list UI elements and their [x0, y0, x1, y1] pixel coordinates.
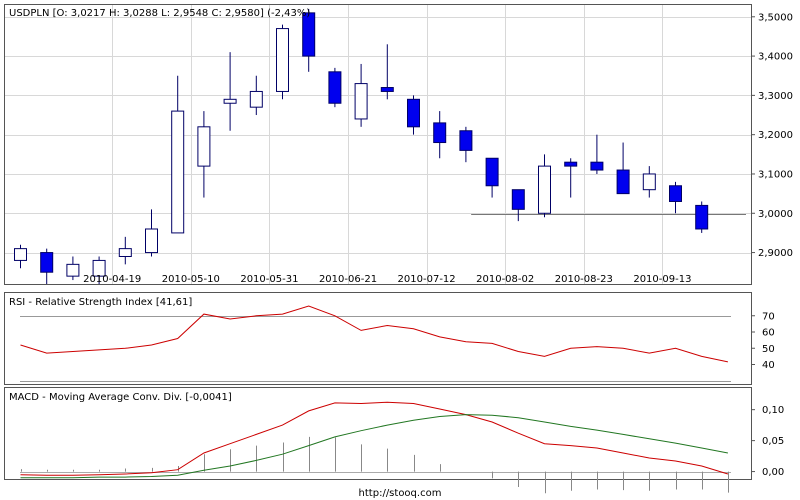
rsi-y-tick-label: 50 — [762, 344, 775, 355]
candle-body — [590, 161, 604, 171]
candle-body — [223, 98, 237, 104]
candle-body — [249, 90, 263, 108]
price-panel-title: USDPLN [O: 3,0217 H: 3,0288 L: 2,9548 C:… — [9, 8, 310, 19]
candle — [407, 95, 420, 135]
candle — [328, 67, 342, 108]
candle — [511, 189, 525, 222]
candle-body — [302, 12, 316, 57]
rsi-reference-lines — [20, 316, 731, 382]
price-y-tick-label: 3,4000 — [758, 52, 793, 63]
macd-y-tick-label: 0,10 — [762, 405, 784, 416]
candle — [695, 201, 709, 233]
candle-body — [511, 189, 525, 210]
candles — [14, 8, 709, 284]
macd-series-line — [20, 401, 729, 476]
candle-body — [485, 157, 499, 187]
rsi-panel-frame — [4, 292, 752, 385]
candle — [485, 157, 499, 198]
candle-body — [407, 98, 420, 128]
candle-body — [118, 248, 132, 257]
candle-body — [380, 87, 394, 92]
macd-lines — [20, 401, 729, 479]
candle-body — [695, 204, 709, 230]
candle-body — [642, 173, 656, 191]
rsi-y-tick-label: 70 — [762, 311, 775, 322]
macd-y-ticks: 0,00 0,05 0,10 — [751, 405, 784, 478]
price-x-tick-label: 2010-04-19 — [83, 274, 141, 285]
candle-body — [433, 122, 447, 144]
rsi-series-line — [20, 305, 729, 363]
candle — [538, 154, 551, 218]
candle-body — [564, 161, 578, 167]
candle — [92, 256, 106, 284]
price-x-tick-label: 2010-06-21 — [319, 274, 377, 285]
price-x-tick-label: 2010-05-31 — [240, 274, 298, 285]
candle-body — [538, 165, 551, 214]
candle — [433, 111, 447, 159]
candle — [616, 142, 630, 195]
candle — [249, 75, 263, 116]
price-x-tick-label: 2010-08-23 — [555, 274, 613, 285]
candle — [171, 75, 185, 234]
candle-body — [276, 28, 289, 92]
price-x-tick-label: 2010-05-10 — [162, 274, 220, 285]
candle — [40, 248, 54, 284]
price-x-tick-label: 2010-09-13 — [633, 274, 691, 285]
macd-histogram — [21, 436, 729, 494]
price-x-ticks: 2010-04-19 2010-05-10 2010-05-31 2010-06-21… — [83, 274, 691, 285]
candle — [118, 236, 132, 265]
candle — [669, 181, 682, 214]
price-y-tick-label: 3,0000 — [758, 209, 793, 220]
candle-body — [197, 126, 211, 167]
candle-body — [459, 130, 473, 151]
candle — [66, 256, 80, 281]
price-y-tick-label: 3,3000 — [758, 91, 793, 102]
candle — [459, 126, 473, 163]
price-y-tick-label: 3,5000 — [758, 12, 793, 23]
footer-url: http://stooq.com — [359, 488, 442, 499]
candle-body — [171, 110, 185, 234]
candle-body — [145, 228, 158, 254]
price-x-tick-label: 2010-07-12 — [398, 274, 456, 285]
rsi-panel-title: RSI - Relative Strength Index [41,61] — [9, 297, 192, 308]
candle-body — [354, 83, 368, 120]
rsi-lines — [20, 305, 729, 363]
rsi-y-tick-label: 60 — [762, 328, 775, 339]
candle-body — [92, 259, 106, 277]
candle-body — [66, 263, 80, 277]
price-y-tick-label: 3,1000 — [758, 169, 793, 180]
candle-body — [14, 248, 27, 261]
candle-body — [40, 252, 54, 273]
candle — [276, 24, 289, 100]
candle — [14, 244, 27, 269]
candle-body — [669, 185, 682, 202]
price-y-ticks: 2,9000 3,0000 3,1000 3,2000 3,3000 3,4000 3,50… — [751, 12, 793, 259]
candle-body — [328, 71, 342, 104]
candle — [642, 166, 656, 198]
macd-y-tick-label: 0,00 — [762, 467, 784, 478]
candle — [302, 8, 316, 72]
candle — [145, 209, 158, 257]
candle — [564, 158, 578, 198]
macd-y-tick-label: 0,05 — [762, 436, 784, 447]
candle-body — [616, 169, 630, 195]
price-y-tick-label: 2,9000 — [758, 248, 793, 259]
rsi-y-ticks: 40 50 60 70 — [751, 311, 775, 371]
candle — [197, 111, 211, 198]
macd-panel-title: MACD - Moving Average Conv. Div. [-0,004… — [9, 392, 232, 403]
rsi-y-tick-label: 40 — [762, 360, 775, 371]
price-x-tick-label: 2010-08-02 — [476, 274, 534, 285]
price-panel-frame — [4, 4, 752, 285]
candle — [590, 134, 604, 174]
candle — [223, 52, 237, 131]
price-grid — [5, 5, 751, 284]
candle — [354, 63, 368, 127]
macd-series-line — [20, 414, 728, 479]
candle — [380, 44, 394, 100]
price-y-tick-label: 3,2000 — [758, 130, 793, 141]
